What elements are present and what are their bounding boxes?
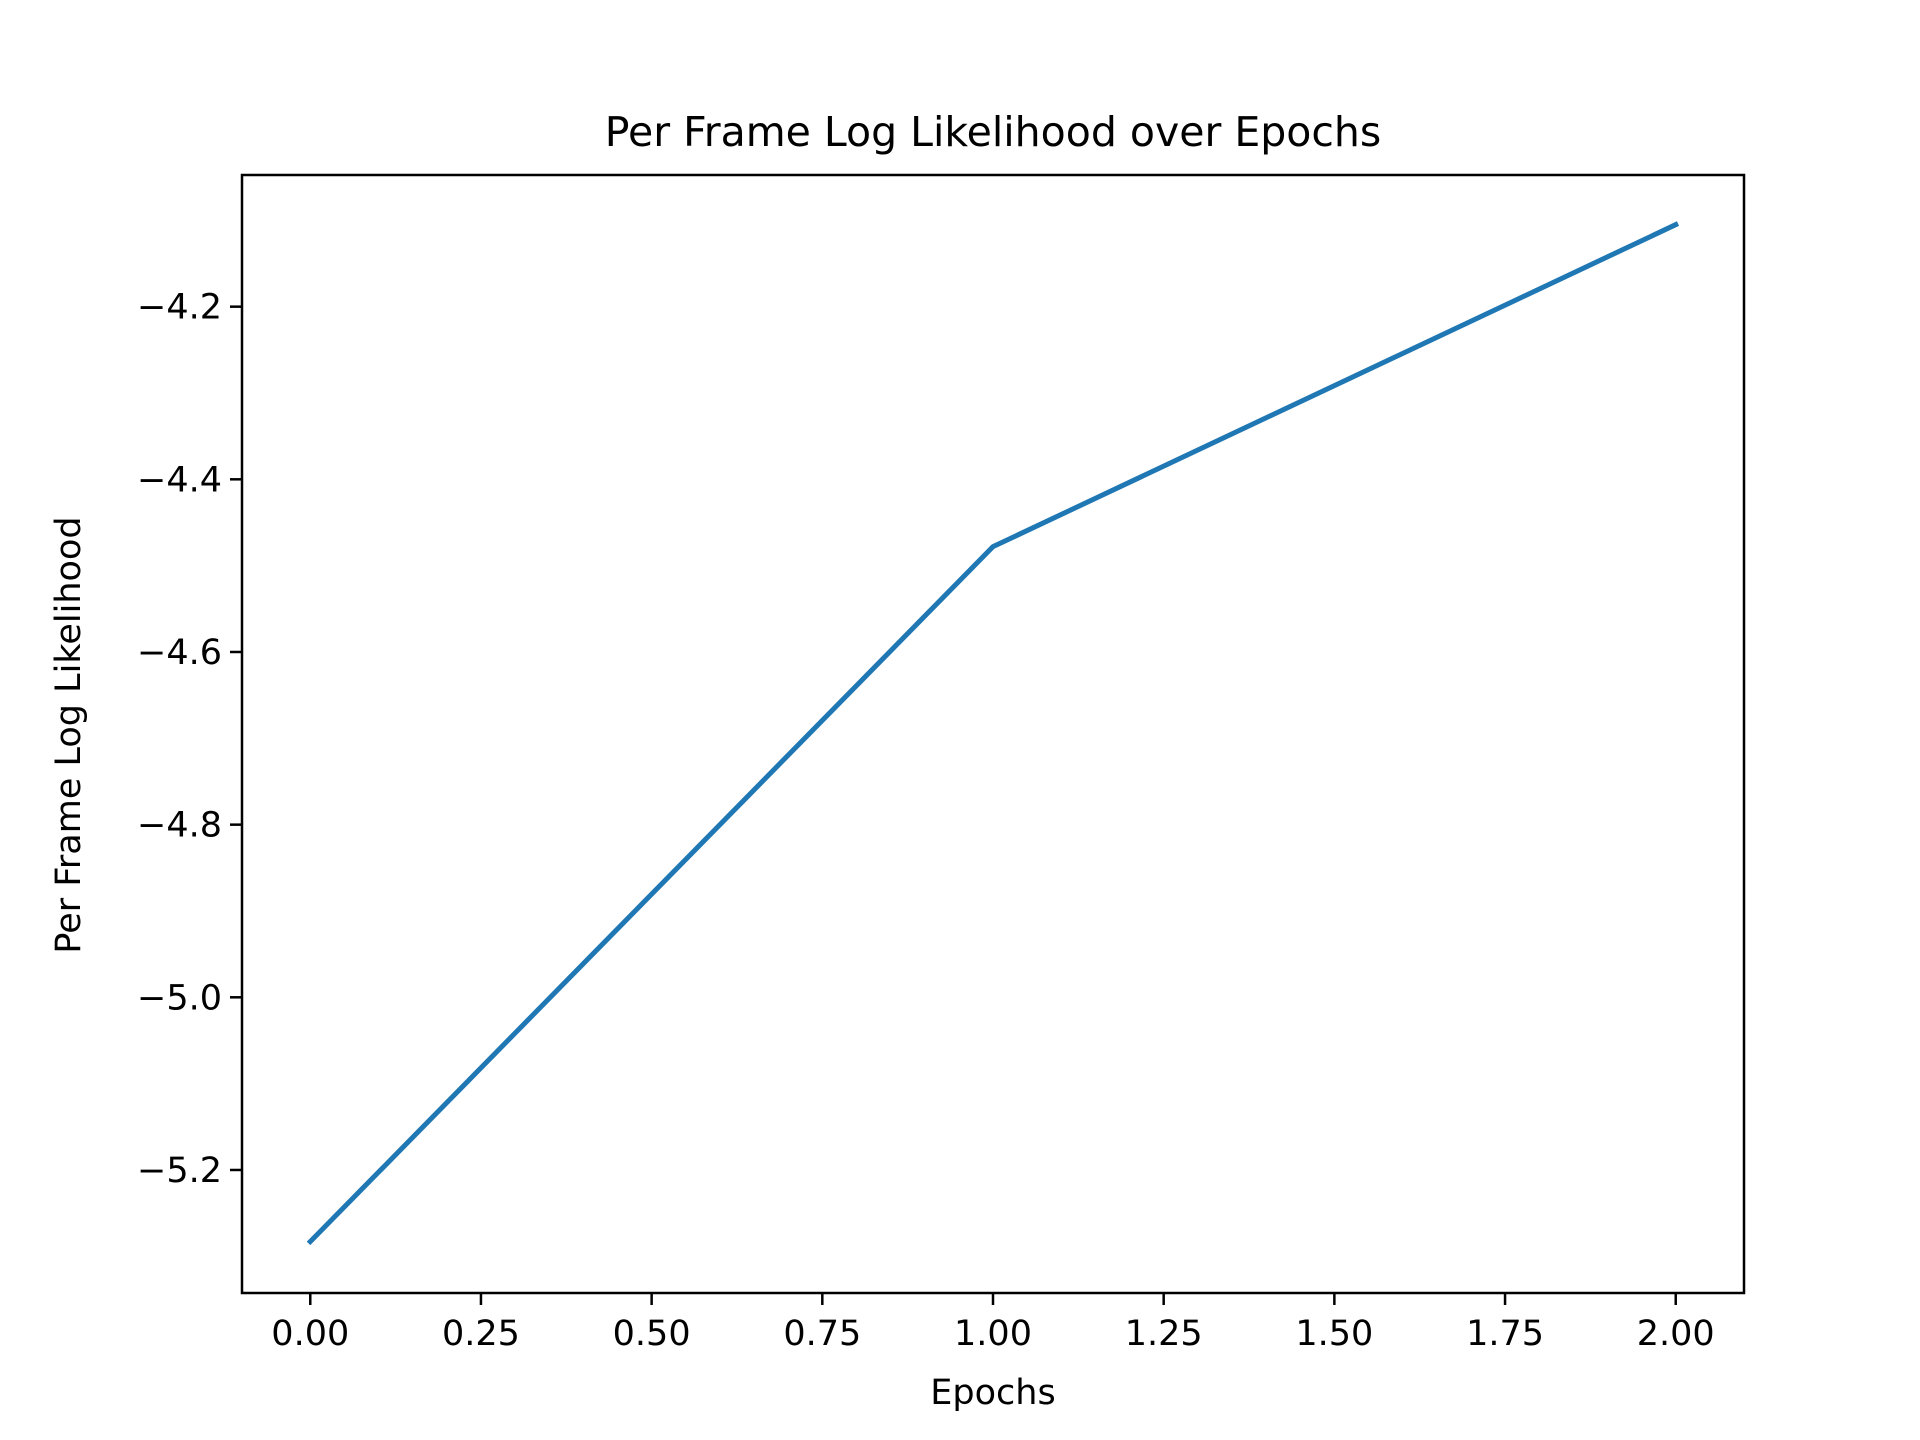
x-tick-label: 1.50 — [1295, 1314, 1373, 1354]
x-tick-label: 0.75 — [783, 1314, 861, 1354]
x-tick-label: 1.25 — [1125, 1314, 1203, 1354]
y-tick-label: −4.6 — [137, 633, 222, 673]
y-tick-label: −5.2 — [137, 1151, 222, 1191]
series-layer — [306, 221, 1680, 1246]
y-axis-ticks: −5.2 −5.0 −4.8 −4.6 −4.4 −4.2 — [137, 288, 242, 1191]
y-axis-label: Per Frame Log Likelihood — [49, 516, 89, 953]
plot-frame — [240, 173, 1746, 1295]
y-tick-label: −5.0 — [137, 978, 222, 1018]
x-tick-label: 0.00 — [271, 1314, 349, 1354]
x-axis-ticks: 0.00 0.25 0.50 0.75 1.00 1.25 1.50 1.75 2.00 — [271, 1293, 1715, 1354]
y-tick-label: −4.2 — [137, 288, 222, 328]
y-tick-label: −4.8 — [137, 806, 222, 846]
x-tick-label: 2.00 — [1637, 1314, 1715, 1354]
chart-title: Per Frame Log Likelihood over Epochs — [605, 108, 1382, 156]
x-tick-label: 0.50 — [613, 1314, 691, 1354]
x-tick-label: 0.25 — [442, 1314, 520, 1354]
y-tick-label: −4.4 — [137, 460, 222, 500]
x-tick-label: 1.75 — [1466, 1314, 1544, 1354]
x-axis-label: Epochs — [930, 1373, 1055, 1413]
x-tick-label: 1.00 — [954, 1314, 1032, 1354]
